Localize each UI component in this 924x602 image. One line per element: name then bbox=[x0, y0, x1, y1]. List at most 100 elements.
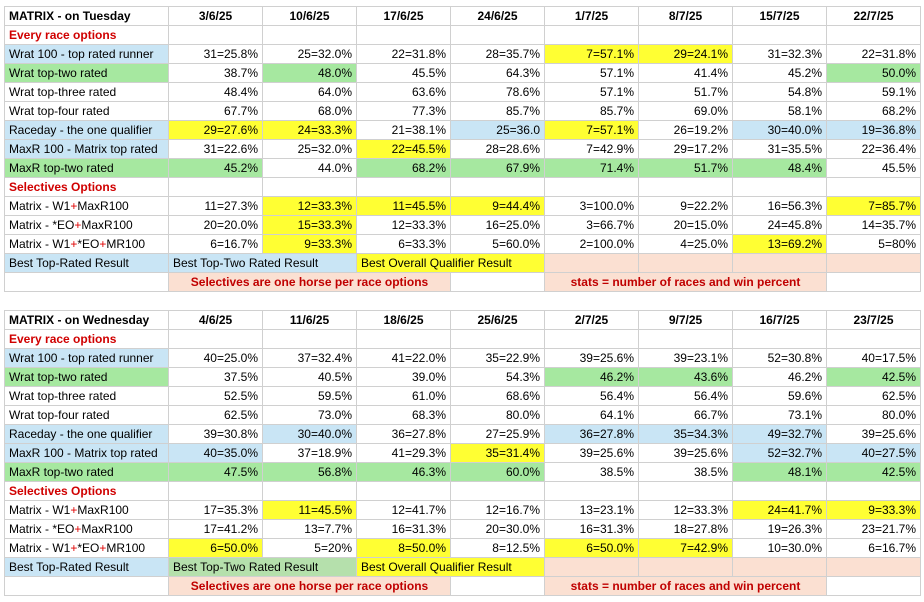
value-cell: 44.0% bbox=[262, 158, 357, 178]
empty-cell bbox=[168, 329, 263, 349]
value-cell: 12=33.3% bbox=[356, 215, 451, 235]
header-row: MATRIX - on Tuesday 3/6/25 10/6/25 17/6/25 2… bbox=[4, 6, 921, 26]
value-cell: 21=38.1% bbox=[356, 120, 451, 140]
value-cell: 10=30.0% bbox=[732, 538, 827, 558]
data-row: Matrix - W1+MaxR100 11=27.3% 12=33.3% 11=45… bbox=[4, 196, 921, 216]
plus-sign: + bbox=[74, 522, 82, 536]
data-row: Wrat top-three rated 48.4% 64.0% 63.6% 78.6%… bbox=[4, 82, 921, 102]
value-cell: 16=56.3% bbox=[732, 196, 827, 216]
value-cell: 6=33.3% bbox=[356, 234, 451, 254]
data-row: MaxR 100 - Matrix top rated 31=22.6% 25=32… bbox=[4, 139, 921, 159]
value-cell: 16=25.0% bbox=[450, 215, 545, 235]
row-label: Wrat top-two rated bbox=[4, 63, 169, 83]
empty-cell bbox=[450, 329, 545, 349]
value-cell: 48.1% bbox=[732, 462, 827, 482]
value-cell: 7=57.1% bbox=[544, 120, 639, 140]
value-cell: 31=22.6% bbox=[168, 139, 263, 159]
data-row: Wrat top-two rated 38.7% 48.0% 45.5% 64.3% 57… bbox=[4, 63, 921, 83]
value-cell: 17=35.3% bbox=[168, 500, 263, 520]
value-cell: 29=24.1% bbox=[638, 44, 733, 64]
value-cell: 56.8% bbox=[262, 462, 357, 482]
empty-cell bbox=[450, 25, 545, 45]
value-cell: 7=85.7% bbox=[826, 196, 921, 216]
tuesday-matrix-table: MATRIX - on Tuesday 3/6/25 10/6/25 17/6/25 2… bbox=[4, 6, 921, 292]
value-cell: 31=35.5% bbox=[732, 139, 827, 159]
value-cell: 38.5% bbox=[638, 462, 733, 482]
value-cell: 24=45.8% bbox=[732, 215, 827, 235]
row-label: MaxR 100 - Matrix top rated bbox=[4, 139, 169, 159]
date-header: 11/6/25 bbox=[262, 310, 357, 330]
row-label: Matrix - W1+*EO+MR100 bbox=[4, 234, 169, 254]
value-cell: 7=42.9% bbox=[638, 538, 733, 558]
value-cell: 68.3% bbox=[356, 405, 451, 425]
value-cell: 56.4% bbox=[638, 386, 733, 406]
empty-cell bbox=[544, 177, 639, 197]
empty-cell bbox=[168, 481, 263, 501]
value-cell: 56.4% bbox=[544, 386, 639, 406]
value-cell: 39=25.6% bbox=[544, 443, 639, 463]
value-cell: 30=40.0% bbox=[732, 120, 827, 140]
data-row: MaxR top-two rated 45.2% 44.0% 68.2% 67.9% 71… bbox=[4, 158, 921, 178]
value-cell: 12=16.7% bbox=[450, 500, 545, 520]
value-cell: 51.7% bbox=[638, 158, 733, 178]
row-label: Raceday - the one qualifier bbox=[4, 120, 169, 140]
value-cell: 26=19.2% bbox=[638, 120, 733, 140]
value-cell: 52.5% bbox=[168, 386, 263, 406]
value-cell: 25=32.0% bbox=[262, 139, 357, 159]
value-cell: 37=32.4% bbox=[262, 348, 357, 368]
value-cell: 20=30.0% bbox=[450, 519, 545, 539]
empty-cell bbox=[356, 329, 451, 349]
data-row: Matrix - *EO+MaxR100 20=20.0% 15=33.3% 12=3… bbox=[4, 215, 921, 235]
value-cell: 42.5% bbox=[826, 367, 921, 387]
value-cell: 24=41.7% bbox=[732, 500, 827, 520]
value-cell: 11=45.5% bbox=[356, 196, 451, 216]
value-cell: 40=27.5% bbox=[826, 443, 921, 463]
legend-blank-cell bbox=[826, 253, 921, 273]
empty-cell bbox=[168, 177, 263, 197]
value-cell: 30=40.0% bbox=[262, 424, 357, 444]
date-header: 22/7/25 bbox=[826, 6, 921, 26]
value-cell: 20=20.0% bbox=[168, 215, 263, 235]
value-cell: 39=25.6% bbox=[544, 348, 639, 368]
empty-cell bbox=[4, 576, 169, 596]
legend-row: Best Top-Rated Result Best Top-Two Rated … bbox=[4, 557, 921, 577]
data-row: Raceday - the one qualifier 29=27.6% 24=33… bbox=[4, 120, 921, 140]
value-cell: 39.0% bbox=[356, 367, 451, 387]
value-cell: 48.4% bbox=[168, 82, 263, 102]
row-label: Matrix - W1+MaxR100 bbox=[4, 500, 169, 520]
value-cell: 69.0% bbox=[638, 101, 733, 121]
value-cell: 45.5% bbox=[826, 158, 921, 178]
legend-blank-cell bbox=[638, 253, 733, 273]
value-cell: 64.3% bbox=[450, 63, 545, 83]
empty-cell bbox=[732, 481, 827, 501]
plus-sign: + bbox=[70, 503, 78, 517]
empty-cell bbox=[450, 576, 545, 596]
value-cell: 48.4% bbox=[732, 158, 827, 178]
value-cell: 2=100.0% bbox=[544, 234, 639, 254]
empty-cell bbox=[4, 272, 169, 292]
value-cell: 40=25.0% bbox=[168, 348, 263, 368]
value-cell: 6=50.0% bbox=[544, 538, 639, 558]
value-cell: 68.2% bbox=[356, 158, 451, 178]
value-cell: 3=66.7% bbox=[544, 215, 639, 235]
value-cell: 37=18.9% bbox=[262, 443, 357, 463]
date-header: 15/7/25 bbox=[732, 6, 827, 26]
section-row: Selectives Options bbox=[4, 481, 921, 501]
date-header: 2/7/25 bbox=[544, 310, 639, 330]
value-cell: 7=57.1% bbox=[544, 44, 639, 64]
value-cell: 41=29.3% bbox=[356, 443, 451, 463]
header-row: MATRIX - on Wednesday 4/6/25 11/6/25 18/6/2… bbox=[4, 310, 921, 330]
value-cell: 22=45.5% bbox=[356, 139, 451, 159]
value-cell: 22=36.4% bbox=[826, 139, 921, 159]
date-header: 24/6/25 bbox=[450, 6, 545, 26]
empty-cell bbox=[826, 177, 921, 197]
value-cell: 12=41.7% bbox=[356, 500, 451, 520]
value-cell: 6=16.7% bbox=[826, 538, 921, 558]
empty-cell bbox=[262, 329, 357, 349]
section-label: Selectives Options bbox=[4, 481, 169, 501]
plus-sign: + bbox=[99, 541, 107, 555]
value-cell: 77.3% bbox=[356, 101, 451, 121]
date-header: 8/7/25 bbox=[638, 6, 733, 26]
legend-blank-cell bbox=[826, 557, 921, 577]
notes-row: Selectives are one horse per race option… bbox=[4, 272, 921, 292]
